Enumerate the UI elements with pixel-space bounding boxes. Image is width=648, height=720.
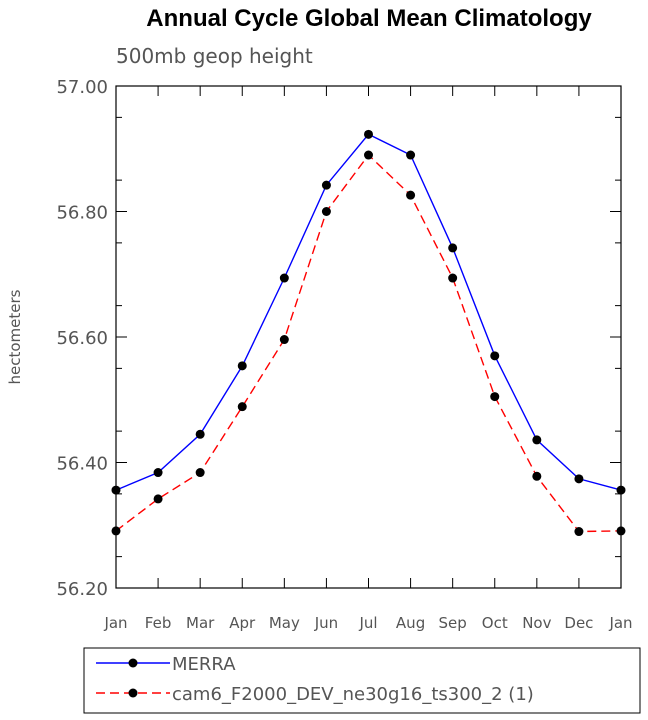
legend-box (83, 647, 641, 714)
data-point (195, 468, 205, 478)
y-axis-label: hectometers (6, 289, 24, 384)
data-point (237, 361, 247, 371)
data-point (574, 474, 584, 484)
y-tick-labels: 56.20 56.40 56.60 56.80 57.00 (56, 77, 108, 600)
chart-subtitle: 500mb geop height (116, 44, 313, 68)
x-tick-label: Jan (608, 614, 632, 632)
axis-ticks (115, 85, 622, 589)
y-tick-label: 57.00 (56, 77, 108, 98)
data-point (321, 207, 331, 216)
x-tick-label: Nov (522, 614, 551, 632)
x-tick-label: Jun (314, 614, 338, 632)
data-point (111, 485, 121, 495)
data-point (279, 335, 289, 345)
data-point (574, 527, 584, 537)
x-tick-label: Feb (145, 614, 172, 632)
data-point (406, 190, 416, 200)
data-point (364, 150, 373, 160)
data-point (111, 526, 121, 536)
y-tick-label: 56.20 (56, 579, 108, 600)
data-point (616, 485, 626, 495)
legend-entry-label: cam6_F2000_DEV_ne30g16_ts300_2 (1) (172, 684, 534, 705)
x-tick-label: Sep (439, 614, 467, 632)
data-point (490, 392, 500, 402)
x-tick-label: Mar (186, 614, 215, 632)
legend: MERRA cam6_F2000_DEV_ne30g16_ts300_2 (1) (83, 647, 641, 714)
data-point (195, 429, 205, 439)
data-point (321, 180, 331, 190)
y-tick-label: 56.60 (56, 328, 108, 349)
data-point (490, 351, 500, 361)
data-point (153, 494, 163, 504)
legend-marker (128, 688, 138, 698)
series-line (115, 153, 622, 533)
data-point (364, 129, 373, 139)
legend-entry-label: MERRA (172, 654, 236, 675)
y-tick-label: 56.40 (56, 454, 108, 475)
x-tick-label: Dec (564, 614, 593, 632)
x-tick-label: Jul (358, 614, 377, 632)
data-point (237, 402, 247, 412)
x-tick-label: Apr (229, 614, 256, 632)
data-point (448, 243, 458, 253)
data-point (532, 471, 542, 481)
y-tick-label: 56.80 (56, 203, 108, 224)
series-layer (111, 129, 626, 537)
series-line (115, 133, 622, 491)
data-point (153, 468, 163, 478)
legend-marker (128, 658, 138, 668)
plot-frame (115, 85, 622, 589)
x-tick-label: May (269, 614, 300, 632)
chart-title: Annual Cycle Global Mean Climatology (146, 5, 592, 32)
x-tick-label: Aug (396, 614, 425, 632)
data-point (406, 150, 416, 160)
x-tick-labels: Jan Feb Mar Apr May Jun Jul Aug Sep Oct Nov Dec Jan (103, 614, 632, 632)
x-tick-label: Oct (482, 614, 508, 632)
x-tick-label: Jan (103, 614, 127, 632)
data-point (448, 273, 458, 283)
data-point (616, 526, 626, 536)
data-point (279, 273, 289, 283)
data-point (532, 435, 542, 445)
